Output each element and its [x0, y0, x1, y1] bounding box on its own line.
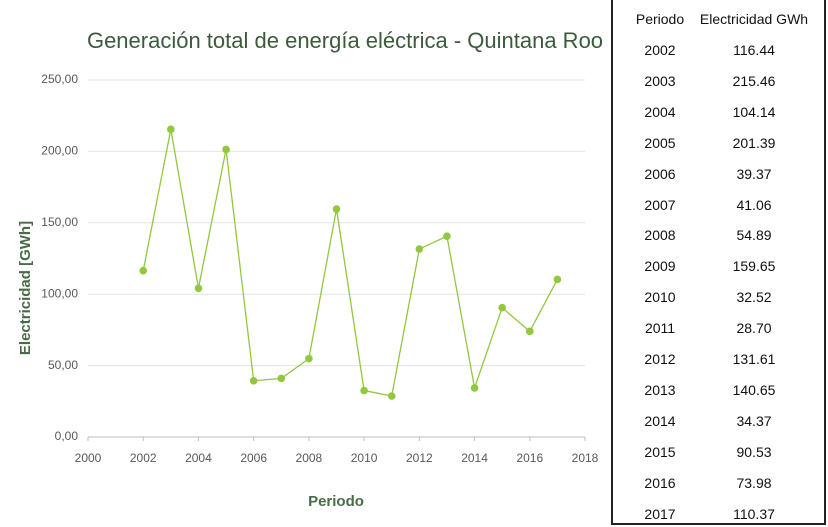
x-tick-label: 2010	[351, 451, 378, 465]
y-tick-label: 150,00	[41, 215, 78, 229]
table-cell: 116.44	[733, 42, 775, 58]
table-cell: 39.37	[736, 165, 772, 182]
x-tick-label: 2000	[75, 451, 102, 465]
y-tick-label: 50,00	[48, 358, 78, 372]
table-cell: 2013	[644, 381, 676, 398]
x-axis-label: Periodo	[308, 493, 364, 510]
point	[305, 354, 313, 363]
point	[525, 327, 534, 336]
point	[553, 275, 562, 284]
x-tick-label: 2018	[572, 451, 599, 465]
x-tick-label: 2008	[296, 451, 323, 465]
point	[167, 125, 175, 134]
table-cell: Periodo	[635, 11, 685, 27]
table-cell: 2009	[644, 258, 676, 275]
table-cell: 131.61	[732, 351, 776, 367]
table-cell: Electricidad GWh	[699, 11, 809, 27]
point	[277, 374, 286, 383]
point	[360, 386, 368, 395]
y-tick-label: 200,00	[41, 144, 78, 158]
table-cell: 2017	[644, 505, 676, 522]
table-cell: 2007	[644, 196, 676, 213]
y-axis-label: Electricidad [GWh]	[17, 221, 34, 355]
table-cell: 54.89	[736, 227, 772, 244]
table-cell: 2012	[644, 351, 676, 367]
table-cell: 2008	[644, 227, 676, 244]
table-cell: 2015	[644, 443, 676, 460]
table-cell: 140.65	[732, 381, 776, 398]
table-cell: 2002	[644, 42, 676, 58]
table-cell: 2004	[644, 103, 676, 120]
point	[139, 266, 148, 275]
table-cell: 73.98	[736, 474, 772, 491]
x-tick-label: 2006	[240, 451, 267, 465]
table-cell: 201.39	[732, 134, 776, 151]
y-tick-label: 100,00	[41, 286, 78, 300]
table-cell: 110.37	[733, 505, 775, 522]
point	[470, 384, 479, 392]
data-table: Periodo Electricidad GWh 2002 116.44 2003 215…	[611, 0, 826, 525]
table-cell: 2011	[644, 320, 676, 337]
point	[415, 245, 424, 253]
table-cell: 2003	[644, 72, 676, 89]
table-cell: 28.70	[736, 320, 772, 337]
point	[194, 284, 203, 293]
point	[387, 392, 396, 400]
x-tick-label: 2014	[461, 451, 488, 465]
point	[498, 303, 506, 312]
y-tick-label: 250,00	[41, 72, 78, 86]
point	[332, 205, 341, 213]
x-tick-label: 2016	[516, 451, 543, 465]
table-cell: 2006	[644, 165, 676, 182]
table-cell: 2014	[644, 412, 676, 429]
point	[443, 232, 451, 240]
table-cell: 32.52	[736, 289, 772, 306]
x-tick-label: 2004	[185, 451, 212, 465]
table-cell: 215.46	[732, 72, 776, 89]
table-cell: 2010	[644, 289, 676, 306]
table-cell: 2016	[644, 474, 676, 491]
table-cell: 159.65	[732, 258, 776, 275]
table-cell: 90.53	[736, 443, 772, 460]
line	[142, 129, 558, 397]
point	[222, 145, 230, 154]
table-cell: 41.06	[736, 196, 772, 213]
table-cell: 34.37	[736, 412, 772, 429]
point	[249, 376, 258, 385]
x-tick-label: 2002	[130, 451, 157, 465]
x-tick-label: 2012	[406, 451, 433, 465]
table-cell: 104.14	[732, 103, 776, 120]
y-tick-label: 0,00	[55, 429, 79, 443]
chart: Generación total de energía eléctrica - …	[17, 28, 603, 510]
chart-title: Generación total de energía eléctrica - …	[87, 28, 603, 53]
table-cell: 2005	[644, 134, 676, 151]
